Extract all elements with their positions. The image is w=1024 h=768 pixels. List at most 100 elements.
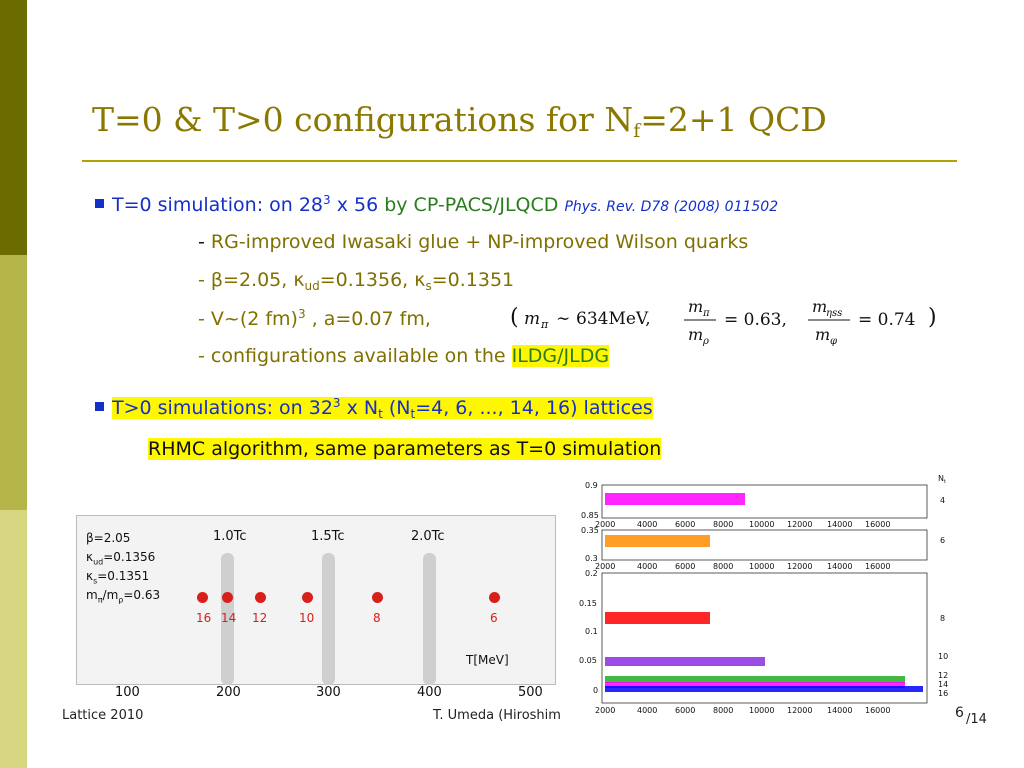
- param-label-ratio: mπ/mρ=0.63: [86, 588, 161, 605]
- sub-item-dash: -: [198, 231, 211, 253]
- p2-xtick-4000: 4000: [637, 562, 657, 571]
- formula-den1: m: [688, 325, 703, 344]
- temp-point-14: [222, 592, 233, 603]
- tc-band-1: [221, 553, 234, 685]
- p3-ytick-0: 0.2: [585, 569, 598, 578]
- history-nt6: [605, 535, 710, 547]
- temperature-diagram-panel: [76, 515, 556, 685]
- page-total: /14: [966, 712, 987, 727]
- formula-ratio1: = 0.63,: [724, 310, 787, 330]
- nt-label-12: 12: [252, 611, 268, 625]
- bullet-t0-text2: x 56: [330, 194, 379, 216]
- tc-label-1: 1.0Tc: [213, 529, 247, 544]
- bullet-tgt0-highlight: T>0 simulations: on 323 x Nt (Nt=4, 6, .…: [112, 396, 653, 421]
- bullet-t0: T=0 simulation: on 283 x 56 by CP-PACS/J…: [95, 193, 778, 216]
- tgt0-t4: =4, 6, ..., 14, 16) lattices: [415, 397, 653, 419]
- param-beta: - β=2.05, κ: [198, 269, 305, 291]
- plaquette-history-plots: N t 0.9 0.85 4 2000 4000 6000 8000 10000…: [579, 474, 948, 715]
- title-end: =2+1 QCD: [640, 100, 827, 139]
- x-tick-100: 100: [115, 685, 140, 700]
- temp-point-6: [489, 592, 500, 603]
- x-tick-300: 300: [316, 685, 341, 700]
- formula-mpi-value: 634MeV,: [576, 309, 651, 329]
- p1-xtick-12000: 12000: [787, 520, 812, 529]
- p1-xtick-8000: 8000: [713, 520, 733, 529]
- formula-num1: m: [688, 297, 703, 316]
- formula-num2: m: [812, 297, 827, 316]
- history-nt10: [605, 657, 765, 666]
- tc-band-2: [423, 553, 436, 685]
- nt-label-16: 16: [196, 611, 212, 625]
- formula-sim: ∼: [556, 309, 570, 329]
- p3-xtick-14000: 14000: [827, 706, 852, 715]
- p3-xtick-4000: 4000: [637, 706, 657, 715]
- tc-label-2: 2.0Tc: [411, 529, 445, 544]
- x-tick-400: 400: [417, 685, 442, 700]
- title-subscript: f: [633, 120, 641, 142]
- temp-point-16: [197, 592, 208, 603]
- nt-header-sub: t: [944, 479, 946, 485]
- ildg-link: ILDG/JLDG: [511, 345, 610, 367]
- formula-num2-sub: ηss: [826, 308, 842, 319]
- p2-xtick-2000: 2000: [595, 562, 615, 571]
- tgt0-sub2: t: [410, 407, 416, 421]
- temp-point-10: [302, 592, 313, 603]
- formula-num1-sub: π: [702, 308, 710, 319]
- p3-ytick-2: 0.1: [585, 627, 598, 636]
- nt-label-10: 10: [299, 611, 315, 625]
- history-nt16: [605, 686, 923, 692]
- p2-xticks: 2000 4000 6000 8000 10000 12000 14000 16…: [595, 562, 890, 571]
- mass-ratio-formula: ( m π ∼ 634MeV, m π m ρ = 0.63, m ηss m …: [510, 297, 937, 347]
- p3-xticks: 2000 4000 6000 8000 10000 12000 14000 16…: [595, 706, 890, 715]
- history-panel-1: [601, 484, 928, 519]
- temp-point-8: [372, 592, 383, 603]
- x-tick-200: 200: [216, 685, 241, 700]
- p2-ytick-0: 0.35: [581, 526, 599, 535]
- nt-label-14: 14: [221, 611, 237, 625]
- nt-label-6: 6: [490, 611, 498, 625]
- p1-xtick-16000: 16000: [865, 520, 890, 529]
- formula-den2-sub: φ: [830, 336, 837, 347]
- p2-ytick-1: 0.3: [585, 554, 598, 563]
- sub-item-volume: - V~(2 fm)3 , a=0.07 fm,: [198, 307, 431, 330]
- formula-m: m: [524, 309, 540, 329]
- nt-label-8: 8: [373, 611, 381, 625]
- volume-sup: 3: [297, 307, 306, 321]
- formula-pi-sub: π: [540, 318, 549, 331]
- formula-ratio2: = 0.74: [858, 310, 916, 330]
- p2-xtick-14000: 14000: [827, 562, 852, 571]
- p1-xticks: 2000 4000 6000 8000 10000 12000 14000 16…: [595, 520, 890, 529]
- p2-xtick-10000: 10000: [749, 562, 774, 571]
- nt-header: N: [938, 474, 944, 483]
- bullet-square-icon: [95, 402, 104, 411]
- tc-label-15: 1.5Tc: [311, 529, 345, 544]
- rhmc-line: RHMC algorithm, same parameters as T=0 s…: [148, 438, 662, 460]
- title-rule: [82, 160, 957, 162]
- bullet-square-icon: [95, 199, 104, 208]
- p2-xtick-6000: 6000: [675, 562, 695, 571]
- p3-xtick-2000: 2000: [595, 706, 615, 715]
- rhmc-text: RHMC algorithm, same parameters as T=0 s…: [148, 438, 662, 460]
- x-tick-500: 500: [518, 685, 543, 700]
- tgt0-t3: (N: [382, 397, 411, 419]
- history-panel-3: [601, 572, 928, 704]
- p2-nt-label: 6: [940, 536, 945, 545]
- history-panel-2: [601, 529, 928, 561]
- bullet-t0-sup: 3: [323, 193, 331, 207]
- tgt0-t2: x N: [340, 397, 379, 419]
- sub-item-ildg: - configurations available on the ILDG/J…: [198, 345, 610, 367]
- page-number: 6: [955, 705, 964, 721]
- p3-nt-10: 10: [938, 652, 948, 661]
- ildg-text: - configurations available on the: [198, 345, 512, 367]
- footer-conference: Lattice 2010: [62, 708, 144, 723]
- side-bar-bottom: [0, 510, 27, 768]
- volume-text: - V~(2 fm): [198, 308, 298, 330]
- bullet-t0-by: by CP-PACS/JLQCD: [378, 194, 565, 216]
- history-nt4: [605, 493, 745, 505]
- p3-ytick-3: 0.05: [579, 656, 597, 665]
- p3-xtick-8000: 8000: [713, 706, 733, 715]
- history-nt8: [605, 612, 710, 624]
- bullet-t0-text: T=0 simulation: on 28: [112, 194, 324, 216]
- p1-xtick-2000: 2000: [595, 520, 615, 529]
- formula-den2: m: [815, 325, 830, 344]
